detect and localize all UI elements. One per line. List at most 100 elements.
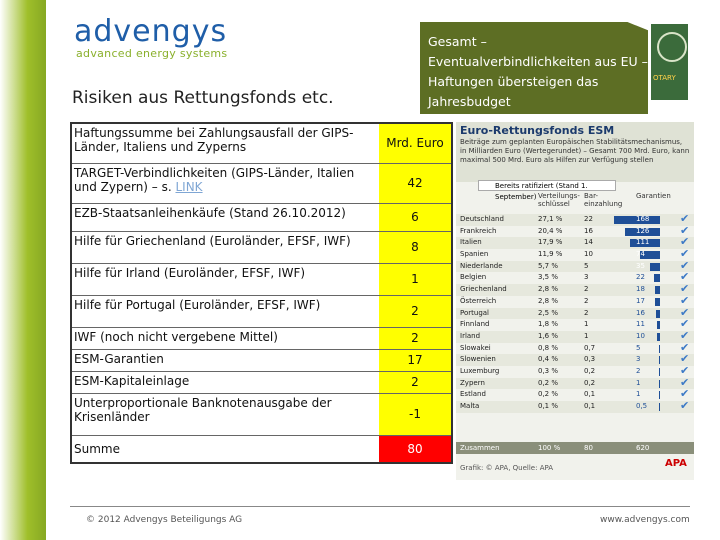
esm-country-row: Slowakei 0,8 % 0,7 5 ✔ [456, 340, 694, 355]
risk-value: 6 [379, 202, 452, 231]
risk-label-text: Unterproportionale Banknotenausgabe der … [74, 395, 332, 424]
country-name: Deutschland [460, 215, 504, 223]
risk-sum-value: 80 [379, 434, 452, 463]
risk-label-text: Hilfe für Irland (Euroländer, EFSF, IWF) [74, 265, 306, 280]
guarantee-bar [654, 274, 660, 283]
logo: advengys [74, 14, 228, 49]
guarantee-bar [640, 251, 660, 260]
risk-row: Hilfe für Irland (Euroländer, EFSF, IWF)… [71, 262, 452, 295]
risk-label: Hilfe für Portugal (Euroländer, EFSF, IW… [71, 294, 379, 327]
country-gar: 74 [636, 250, 645, 259]
country-name: Griechenland [460, 285, 507, 294]
country-bar: 10 [584, 250, 593, 259]
check-icon: ✔ [680, 223, 690, 237]
esm-sum-row: Zusammen 100 % 80 620 [456, 442, 694, 454]
esm-country-row: Luxemburg 0,3 % 0,2 2 ✔ [456, 364, 694, 378]
country-name: Estland [460, 390, 486, 399]
check-icon: ✔ [680, 212, 690, 225]
risk-row: Unterproportionale Banknotenausgabe der … [71, 392, 452, 435]
country-name: Slowenien [460, 355, 496, 364]
check-icon: ✔ [680, 305, 690, 319]
seal-text: OTARY [653, 74, 676, 82]
guarantee-bar [657, 321, 660, 330]
footer-website[interactable]: www.advengys.com [600, 515, 690, 525]
country-key: 5,7 % [538, 261, 559, 270]
country-gar: 18 [636, 285, 645, 294]
risk-value: 2 [379, 326, 452, 349]
risk-row: Haftungssumme bei Zahlungsausfall der GI… [71, 122, 452, 163]
country-gar: 35 [636, 261, 645, 270]
esm-country-row: Belgien 3,5 % 3 22 ✔ [456, 270, 694, 284]
country-gar: 10 [636, 331, 645, 340]
guarantee-bar [655, 297, 660, 306]
country-gar: 168 [636, 215, 650, 223]
country-bar: 2 [584, 285, 589, 294]
risk-label-text: EZB-Staatsanleihenkäufe (Stand 26.10.201… [74, 205, 346, 220]
esm-country-row: Estland 0,2 % 0,1 1 ✔ [456, 387, 694, 401]
esm-country-row: Slowenien 0,4 % 0,3 3 ✔ [456, 352, 694, 366]
risk-value: Mrd. Euro [379, 122, 452, 163]
country-key: 17,9 % [538, 238, 563, 247]
country-key: 0,2 % [538, 390, 559, 399]
check-icon: ✔ [680, 270, 690, 284]
country-gar: 3 [636, 355, 641, 364]
check-icon: ✔ [680, 340, 690, 354]
country-name: Österreich [460, 296, 497, 305]
country-bar: 0,7 [584, 343, 596, 352]
esm-country-row: Niederlande 5,7 % 5 35 ✔ [456, 259, 694, 273]
risk-row: ESM-Kapitaleinlage 2 [71, 370, 452, 393]
country-key: 20,4 % [538, 226, 563, 235]
esm-country-row: Irland 1,6 % 1 10 ✔ [456, 328, 694, 343]
esm-country-row: Zypern 0,2 % 0,2 1 ✔ [456, 375, 694, 390]
country-name: Luxemburg [460, 366, 500, 375]
esm-infographic: Euro-Rettungsfonds ESM Beiträge zum gepl… [456, 122, 694, 480]
esm-country-row: Frankreich 20,4 % 16 126 ✔ [456, 223, 694, 238]
check-icon: ✔ [680, 375, 690, 389]
country-key: 0,1 % [538, 402, 559, 410]
country-key: 0,8 % [538, 343, 559, 352]
country-bar: 0,3 [584, 355, 596, 364]
risk-label-text: Hilfe für Griechenland (Euroländer, EFSF… [74, 233, 351, 248]
risk-label-text: ESM-Garantien [74, 351, 164, 366]
risk-value: 2 [379, 370, 452, 393]
seal-emblem-icon [657, 32, 687, 62]
risk-row: IWF (noch nicht vergebene Mittel) 2 [71, 326, 452, 349]
risk-sum-label: Summe [71, 434, 379, 463]
esm-sum-label: Zusammen [460, 444, 500, 452]
risk-label-text: TARGET-Verbindlichkeiten (GIPS-Länder, I… [74, 165, 355, 194]
risk-label-text: Haftungssumme bei Zahlungsausfall der GI… [74, 126, 354, 154]
risk-row: Hilfe für Portugal (Euroländer, EFSF, IW… [71, 294, 452, 327]
risk-row: EZB-Staatsanleihenkäufe (Stand 26.10.201… [71, 202, 452, 231]
esm-country-row: Finnland 1,8 % 1 11 ✔ [456, 317, 694, 331]
country-bar: 5 [584, 261, 589, 270]
check-icon: ✔ [680, 317, 690, 331]
guarantee-bar [659, 344, 660, 353]
country-name: Belgien [460, 273, 487, 282]
risk-value: 2 [379, 294, 452, 327]
risk-row: TARGET-Verbindlichkeiten (GIPS-Länder, I… [71, 162, 452, 203]
risk-label: TARGET-Verbindlichkeiten (GIPS-Länder, I… [71, 162, 379, 203]
country-name: Portugal [460, 308, 489, 317]
esm-title: Euro-Rettungsfonds ESM [460, 124, 615, 137]
risk-value: 1 [379, 262, 452, 295]
guarantee-bar [659, 367, 660, 376]
esm-country-row: Italien 17,9 % 14 111 ✔ [456, 235, 694, 250]
risk-label: Hilfe für Griechenland (Euroländer, EFSF… [71, 230, 379, 263]
link[interactable]: LINK [175, 179, 203, 194]
country-name: Finnland [460, 320, 490, 329]
risk-label-text: Hilfe für Portugal (Euroländer, EFSF, IW… [74, 297, 321, 312]
country-key: 2,8 % [538, 285, 559, 294]
guarantee-bar [625, 227, 660, 236]
country-name: Irland [460, 331, 481, 340]
page-title: Risiken aus Rettungsfonds etc. [72, 88, 334, 108]
risk-label: ESM-Kapitaleinlage [71, 370, 379, 393]
check-icon: ✔ [680, 235, 690, 249]
country-name: Spanien [460, 250, 489, 259]
guarantee-bar [659, 403, 660, 411]
country-name: Malta [460, 402, 480, 410]
footer-copyright: © 2012 Advengys Beteiligungs AG [86, 515, 243, 525]
check-icon: ✔ [680, 328, 690, 342]
risk-row: Hilfe für Griechenland (Euroländer, EFSF… [71, 230, 452, 263]
esm-country-row: Portugal 2,5 % 2 16 ✔ [456, 305, 694, 320]
apa-logo: APA [665, 458, 687, 469]
